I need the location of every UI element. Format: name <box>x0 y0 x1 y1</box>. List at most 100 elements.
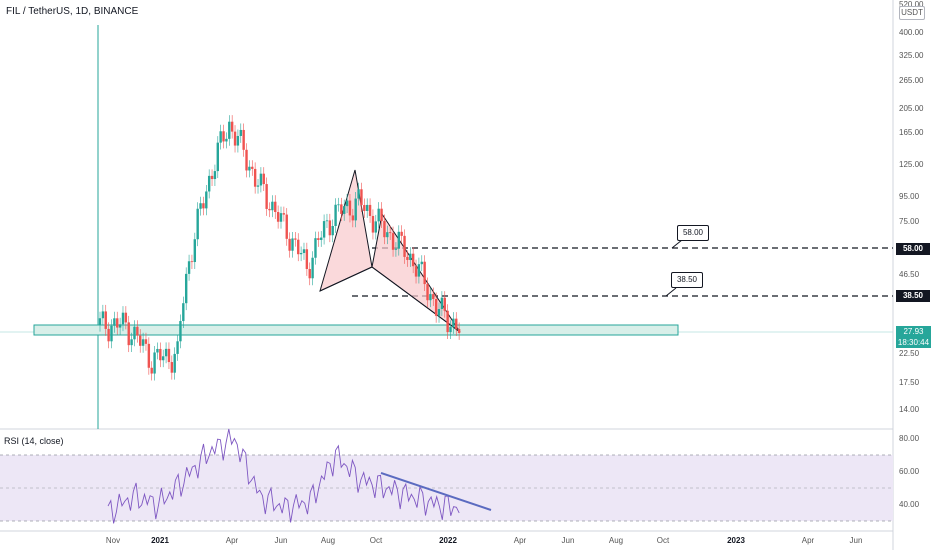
candle-body <box>116 318 119 328</box>
countdown-timer: 18:30:44 <box>897 338 930 347</box>
candle-body <box>182 303 185 322</box>
level-tag-58: 58.00 <box>896 243 930 255</box>
candle-body <box>343 206 346 214</box>
candle-body <box>179 321 182 342</box>
candle-body <box>274 201 277 213</box>
candle-body <box>276 212 280 222</box>
candle-body <box>210 175 214 180</box>
candle-body <box>248 166 251 171</box>
candle-body <box>386 232 389 238</box>
candle-body <box>291 238 294 251</box>
candle-body <box>320 237 323 240</box>
price-tick: 400.00 <box>899 28 924 37</box>
candle-body <box>371 215 375 233</box>
support-zone <box>33 324 679 336</box>
candle-body <box>225 138 228 142</box>
candle-body <box>432 294 435 300</box>
candle-body <box>98 318 102 325</box>
time-tick: Oct <box>656 536 670 545</box>
candle-body <box>411 253 415 267</box>
candle-body <box>305 249 309 269</box>
candle-body <box>259 173 263 186</box>
candle-body <box>222 131 225 142</box>
candle-body <box>242 129 245 150</box>
price-tick: 125.00 <box>899 160 924 169</box>
candle-body <box>437 309 441 316</box>
rsi-trendline <box>380 472 492 511</box>
candle-body <box>314 238 317 258</box>
candle-body <box>345 200 349 207</box>
currency-toggle[interactable]: USDT <box>899 6 925 20</box>
candle-body <box>374 221 378 233</box>
candle-body <box>156 348 159 353</box>
time-tick: Oct <box>369 536 383 545</box>
candle-body <box>199 203 202 209</box>
time-tick: Jun <box>274 536 288 545</box>
candle-body <box>230 121 234 132</box>
candle-body <box>141 339 145 346</box>
candle-body <box>147 343 151 368</box>
time-tick: Apr <box>513 536 527 545</box>
candle-body <box>190 261 194 263</box>
price-tick: 75.00 <box>899 217 920 226</box>
candle-body <box>440 297 444 310</box>
candle-body <box>294 238 297 240</box>
candle-body <box>101 311 105 319</box>
current-price-tag: 27.93 18:30:44 <box>896 326 931 348</box>
candle-body <box>340 204 343 214</box>
candle-body <box>337 204 340 206</box>
callout-58[interactable]: 58.00 <box>677 225 709 241</box>
candle-body <box>279 213 283 222</box>
level-tag-38: 38.50 <box>896 290 930 302</box>
candle-body <box>400 231 403 236</box>
candle-body <box>256 185 260 187</box>
candle-body <box>297 239 300 255</box>
candle-body <box>159 348 162 361</box>
candle-body <box>429 294 432 301</box>
candle-body <box>446 310 449 333</box>
candle-body <box>426 284 429 301</box>
candle-body <box>153 352 156 374</box>
candle-body <box>406 256 409 260</box>
candle-body <box>282 213 286 215</box>
candle-body <box>253 168 257 187</box>
candle-body <box>388 232 392 234</box>
candle-body <box>139 335 142 346</box>
candle-body <box>455 318 458 330</box>
time-tick: Jun <box>849 536 863 545</box>
rsi-tick: 80.00 <box>899 434 920 443</box>
candle-body <box>417 264 421 277</box>
candle-body <box>150 367 153 374</box>
price-tick: 265.00 <box>899 76 924 85</box>
candle-body <box>170 362 174 373</box>
candle-body <box>285 214 288 239</box>
rsi-tick: 60.00 <box>899 467 920 476</box>
price-tick: 46.50 <box>899 270 920 279</box>
symbol-title: FIL / TetherUS, 1D, BINANCE <box>6 6 139 17</box>
candle-body <box>251 166 254 169</box>
candle-body <box>187 261 191 274</box>
time-tick: Apr <box>801 536 815 545</box>
candle-body <box>380 208 383 222</box>
candle-body <box>219 131 222 143</box>
candle-body <box>452 318 455 327</box>
candle-body <box>383 221 386 238</box>
candle-body <box>357 189 360 199</box>
price-tick: 95.00 <box>899 192 920 201</box>
current-price-value: 27.93 <box>903 327 924 336</box>
candle-body <box>110 325 113 342</box>
candle-body <box>127 322 130 346</box>
candle-body <box>328 220 332 236</box>
candle-body <box>377 208 380 222</box>
candle-body <box>202 203 205 209</box>
candle-body <box>331 226 334 236</box>
callout-38[interactable]: 38.50 <box>671 272 703 288</box>
price-tick: 165.00 <box>899 128 924 137</box>
candle-body <box>365 204 369 211</box>
candle-body <box>403 235 406 257</box>
candle-body <box>351 215 355 221</box>
time-tick: Nov <box>105 536 121 545</box>
candle-body <box>118 324 122 328</box>
